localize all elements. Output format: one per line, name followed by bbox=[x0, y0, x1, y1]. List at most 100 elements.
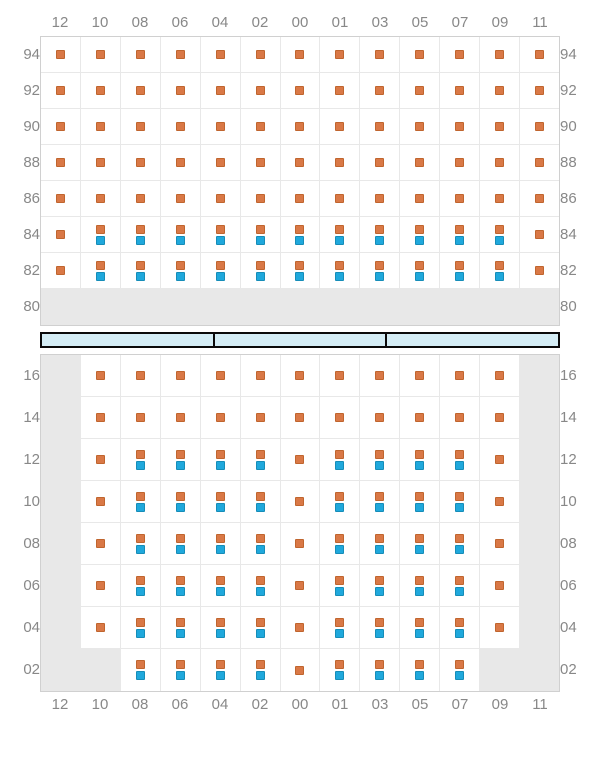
seat-cell[interactable] bbox=[440, 181, 480, 216]
seat-cell[interactable] bbox=[440, 523, 480, 564]
seat-cell[interactable] bbox=[360, 109, 400, 144]
seat-cell[interactable] bbox=[241, 523, 281, 564]
seat-cell[interactable] bbox=[320, 649, 360, 691]
seat-cell[interactable] bbox=[161, 481, 201, 522]
seat-cell[interactable] bbox=[161, 145, 201, 180]
seat-cell[interactable] bbox=[360, 397, 400, 438]
seat-cell[interactable] bbox=[41, 145, 81, 180]
seat-cell[interactable] bbox=[201, 649, 241, 691]
seat-cell[interactable] bbox=[400, 481, 440, 522]
seat-cell[interactable] bbox=[360, 181, 400, 216]
seat-cell[interactable] bbox=[320, 523, 360, 564]
seat-cell[interactable] bbox=[241, 565, 281, 606]
seat-cell[interactable] bbox=[81, 439, 121, 480]
seat-cell[interactable] bbox=[480, 607, 520, 648]
seat-cell[interactable] bbox=[281, 73, 321, 108]
seat-cell[interactable] bbox=[281, 109, 321, 144]
seat-cell[interactable] bbox=[320, 253, 360, 288]
seat-cell[interactable] bbox=[241, 73, 281, 108]
seat-cell[interactable] bbox=[241, 37, 281, 72]
seat-cell[interactable] bbox=[201, 607, 241, 648]
seat-cell[interactable] bbox=[400, 607, 440, 648]
seat-cell[interactable] bbox=[400, 145, 440, 180]
seat-cell[interactable] bbox=[41, 253, 81, 288]
seat-cell[interactable] bbox=[81, 145, 121, 180]
seat-cell[interactable] bbox=[121, 439, 161, 480]
seat-cell[interactable] bbox=[440, 355, 480, 396]
seat-cell[interactable] bbox=[41, 181, 81, 216]
seat-cell[interactable] bbox=[480, 109, 520, 144]
seat-cell[interactable] bbox=[201, 181, 241, 216]
seat-cell[interactable] bbox=[360, 145, 400, 180]
seat-cell[interactable] bbox=[121, 607, 161, 648]
seat-cell[interactable] bbox=[281, 253, 321, 288]
seat-cell[interactable] bbox=[81, 523, 121, 564]
seat-cell[interactable] bbox=[440, 109, 480, 144]
seat-cell[interactable] bbox=[480, 37, 520, 72]
seat-cell[interactable] bbox=[201, 397, 241, 438]
seat-cell[interactable] bbox=[320, 73, 360, 108]
seat-cell[interactable] bbox=[360, 481, 400, 522]
seat-cell[interactable] bbox=[161, 397, 201, 438]
seat-cell[interactable] bbox=[440, 607, 480, 648]
seat-cell[interactable] bbox=[201, 37, 241, 72]
seat-cell[interactable] bbox=[241, 607, 281, 648]
seat-cell[interactable] bbox=[520, 253, 559, 288]
seat-cell[interactable] bbox=[161, 607, 201, 648]
seat-cell[interactable] bbox=[480, 481, 520, 522]
seat-cell[interactable] bbox=[161, 253, 201, 288]
seat-cell[interactable] bbox=[320, 217, 360, 252]
seat-cell[interactable] bbox=[400, 523, 440, 564]
seat-cell[interactable] bbox=[81, 397, 121, 438]
seat-cell[interactable] bbox=[400, 73, 440, 108]
seat-cell[interactable] bbox=[281, 481, 321, 522]
seat-cell[interactable] bbox=[201, 439, 241, 480]
seat-cell[interactable] bbox=[440, 37, 480, 72]
seat-cell[interactable] bbox=[121, 253, 161, 288]
seat-cell[interactable] bbox=[161, 565, 201, 606]
seat-cell[interactable] bbox=[400, 565, 440, 606]
seat-cell[interactable] bbox=[320, 181, 360, 216]
seat-cell[interactable] bbox=[440, 397, 480, 438]
seat-cell[interactable] bbox=[440, 145, 480, 180]
seat-cell[interactable] bbox=[520, 37, 559, 72]
seat-cell[interactable] bbox=[480, 355, 520, 396]
seat-cell[interactable] bbox=[520, 109, 559, 144]
seat-cell[interactable] bbox=[400, 37, 440, 72]
seat-cell[interactable] bbox=[281, 565, 321, 606]
seat-cell[interactable] bbox=[201, 355, 241, 396]
seat-cell[interactable] bbox=[320, 565, 360, 606]
seat-cell[interactable] bbox=[400, 217, 440, 252]
seat-cell[interactable] bbox=[360, 607, 400, 648]
seat-cell[interactable] bbox=[41, 217, 81, 252]
seat-cell[interactable] bbox=[520, 73, 559, 108]
seat-cell[interactable] bbox=[360, 523, 400, 564]
seat-cell[interactable] bbox=[320, 439, 360, 480]
seat-cell[interactable] bbox=[201, 217, 241, 252]
seat-cell[interactable] bbox=[241, 217, 281, 252]
seat-cell[interactable] bbox=[480, 145, 520, 180]
seat-cell[interactable] bbox=[320, 607, 360, 648]
seat-cell[interactable] bbox=[161, 523, 201, 564]
seat-cell[interactable] bbox=[281, 37, 321, 72]
seat-cell[interactable] bbox=[281, 649, 321, 691]
seat-cell[interactable] bbox=[320, 109, 360, 144]
seat-cell[interactable] bbox=[400, 439, 440, 480]
seat-cell[interactable] bbox=[41, 73, 81, 108]
seat-cell[interactable] bbox=[480, 397, 520, 438]
seat-cell[interactable] bbox=[480, 73, 520, 108]
seat-cell[interactable] bbox=[201, 73, 241, 108]
seat-cell[interactable] bbox=[121, 217, 161, 252]
seat-cell[interactable] bbox=[320, 37, 360, 72]
seat-cell[interactable] bbox=[241, 181, 281, 216]
seat-cell[interactable] bbox=[121, 649, 161, 691]
seat-cell[interactable] bbox=[360, 217, 400, 252]
seat-cell[interactable] bbox=[241, 253, 281, 288]
seat-cell[interactable] bbox=[400, 253, 440, 288]
seat-cell[interactable] bbox=[241, 649, 281, 691]
seat-cell[interactable] bbox=[41, 109, 81, 144]
seat-cell[interactable] bbox=[400, 109, 440, 144]
seat-cell[interactable] bbox=[81, 109, 121, 144]
seat-cell[interactable] bbox=[161, 649, 201, 691]
seat-cell[interactable] bbox=[241, 145, 281, 180]
